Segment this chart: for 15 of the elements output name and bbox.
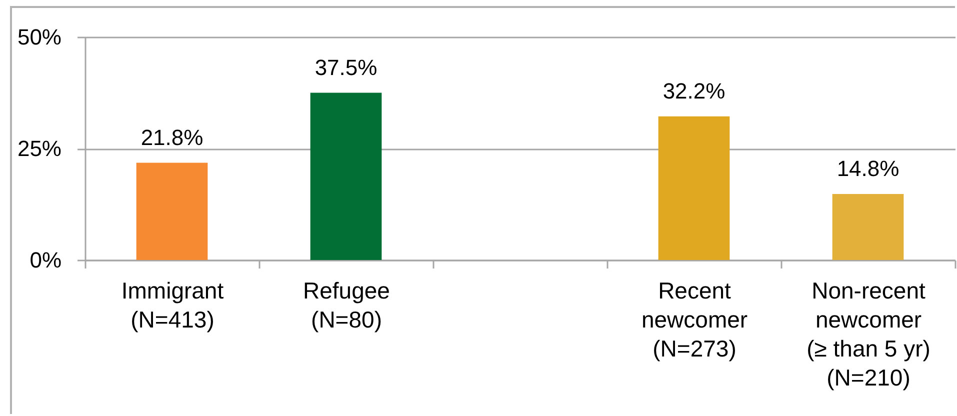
data-label: 37.5% (314, 54, 378, 80)
data-label: 14.8% (836, 156, 900, 181)
x-tick-label: Refugee (N=80) (303, 278, 390, 332)
bar (310, 92, 382, 260)
y-tick-label: 50% (17, 24, 62, 50)
x-tick-label: Immigrant (N=413) (121, 278, 224, 332)
data-label: 21.8% (140, 124, 204, 150)
data-label: 32.2% (662, 78, 726, 104)
y-tick-label: 0% (30, 248, 62, 272)
x-tick-label: Recent newcomer (N=273) (641, 278, 748, 362)
bar (658, 116, 730, 260)
x-tick-label: Non-recent newcomer (≥ than 5 yr) (N=210) (806, 278, 930, 390)
bar (832, 194, 904, 260)
bar (136, 162, 208, 260)
y-tick-label: 25% (17, 136, 62, 161)
